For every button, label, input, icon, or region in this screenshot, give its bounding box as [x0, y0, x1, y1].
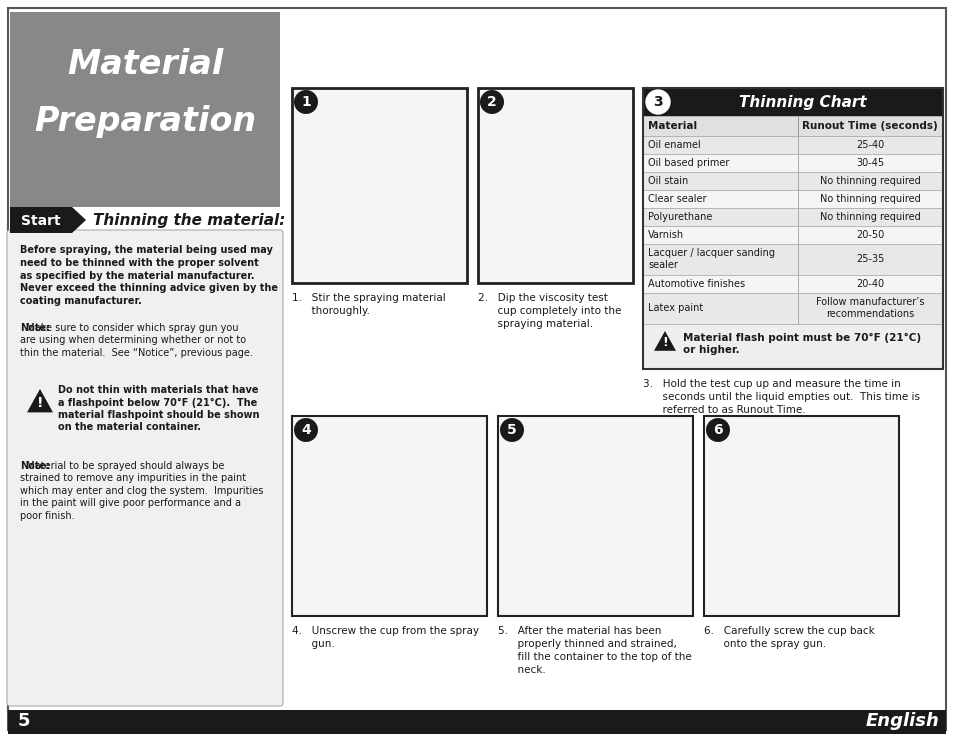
Bar [642, 88, 942, 369]
Text: Make sure to consider which spray gun you
are using when determining whether or : Make sure to consider which spray gun yo… [20, 323, 253, 358]
Text: 20-40: 20-40 [855, 279, 883, 289]
Text: Thinning Chart: Thinning Chart [739, 94, 866, 109]
Bar [642, 172, 942, 190]
Text: Oil enamel: Oil enamel [647, 140, 700, 150]
Text: properly thinned and strained,: properly thinned and strained, [497, 639, 677, 649]
Bar [642, 190, 942, 208]
Bar [10, 12, 280, 207]
Bar [642, 275, 942, 293]
Text: 1.   Stir the spraying material: 1. Stir the spraying material [292, 293, 445, 303]
Text: No thinning required: No thinning required [819, 212, 920, 222]
FancyBboxPatch shape [7, 230, 283, 706]
Text: Before spraying, the material being used may
need to be thinned with the proper : Before spraying, the material being used… [20, 245, 277, 306]
Text: Note:: Note: [20, 461, 50, 471]
Bar [703, 416, 898, 616]
Text: Follow manufacturer’s
recommendations: Follow manufacturer’s recommendations [815, 297, 923, 319]
Text: Oil based primer: Oil based primer [647, 158, 729, 168]
Text: Thinning the material:: Thinning the material: [92, 213, 285, 229]
Bar [642, 293, 942, 324]
Text: onto the spray gun.: onto the spray gun. [703, 639, 825, 649]
Circle shape [294, 418, 317, 442]
Text: 5.   After the material has been: 5. After the material has been [497, 626, 660, 636]
Text: Start: Start [21, 214, 61, 228]
Circle shape [705, 418, 729, 442]
Text: No thinning required: No thinning required [819, 176, 920, 186]
Bar [292, 416, 486, 616]
Bar [642, 154, 942, 172]
Text: 3: 3 [653, 95, 662, 109]
Text: Do not thin with materials that have
a flashpoint below 70°F (21°C).  The
materi: Do not thin with materials that have a f… [58, 385, 259, 432]
Bar [477, 88, 633, 283]
Circle shape [499, 418, 523, 442]
Bar [642, 324, 942, 369]
Text: Runout Time (seconds): Runout Time (seconds) [801, 121, 937, 131]
Circle shape [645, 90, 669, 114]
Text: 1: 1 [301, 95, 311, 109]
Text: 25-40: 25-40 [855, 140, 883, 150]
Bar [18, 381, 272, 453]
Text: No thinning required: No thinning required [819, 194, 920, 204]
Text: !: ! [661, 336, 667, 348]
Bar [642, 116, 942, 136]
Text: Polyurethane: Polyurethane [647, 212, 712, 222]
Text: thoroughly.: thoroughly. [292, 306, 370, 316]
Text: 30-45: 30-45 [855, 158, 883, 168]
Bar [8, 710, 945, 734]
Text: 4.   Unscrew the cup from the spray: 4. Unscrew the cup from the spray [292, 626, 478, 636]
Text: 4: 4 [301, 423, 311, 437]
Text: Preparation: Preparation [34, 106, 255, 139]
Text: Material: Material [67, 47, 223, 80]
Text: 6: 6 [713, 423, 722, 437]
Text: neck.: neck. [497, 665, 545, 675]
Text: Varnish: Varnish [647, 230, 683, 240]
Text: cup completely into the: cup completely into the [477, 306, 620, 316]
Text: 2.   Dip the viscosity test: 2. Dip the viscosity test [477, 293, 607, 303]
Bar [642, 226, 942, 244]
Polygon shape [654, 331, 676, 351]
Text: Automotive finishes: Automotive finishes [647, 279, 744, 289]
Bar [642, 136, 942, 154]
Bar [497, 416, 692, 616]
Bar [642, 208, 942, 226]
Bar [10, 207, 71, 233]
Text: English: English [865, 712, 939, 730]
Polygon shape [71, 207, 86, 233]
Text: 5: 5 [507, 423, 517, 437]
Text: !: ! [37, 396, 43, 410]
Text: Clear sealer: Clear sealer [647, 194, 706, 204]
Text: Lacquer / lacquer sanding
sealer: Lacquer / lacquer sanding sealer [647, 248, 774, 270]
Text: Oil stain: Oil stain [647, 176, 687, 186]
Text: 6.   Carefully screw the cup back: 6. Carefully screw the cup back [703, 626, 874, 636]
Text: 3.   Hold the test cup up and measure the time in
      seconds until the liquid: 3. Hold the test cup up and measure the … [642, 379, 919, 415]
Text: Material to be sprayed should always be
strained to remove any impurities in the: Material to be sprayed should always be … [20, 461, 263, 520]
Bar [292, 88, 467, 283]
Polygon shape [27, 389, 53, 413]
Text: Note:: Note: [20, 323, 50, 333]
Text: 5: 5 [18, 712, 30, 730]
Text: Material flash point must be 70°F (21°C)
or higher.: Material flash point must be 70°F (21°C)… [682, 333, 921, 356]
Text: Material: Material [647, 121, 697, 131]
Text: 25-35: 25-35 [855, 254, 883, 264]
Bar [642, 244, 942, 275]
Bar [642, 88, 942, 116]
Text: Latex paint: Latex paint [647, 303, 702, 313]
Text: gun.: gun. [292, 639, 335, 649]
Circle shape [294, 90, 317, 114]
Text: 2: 2 [487, 95, 497, 109]
Text: spraying material.: spraying material. [477, 319, 593, 329]
Circle shape [479, 90, 503, 114]
Text: fill the container to the top of the: fill the container to the top of the [497, 652, 691, 662]
Text: 20-50: 20-50 [855, 230, 883, 240]
